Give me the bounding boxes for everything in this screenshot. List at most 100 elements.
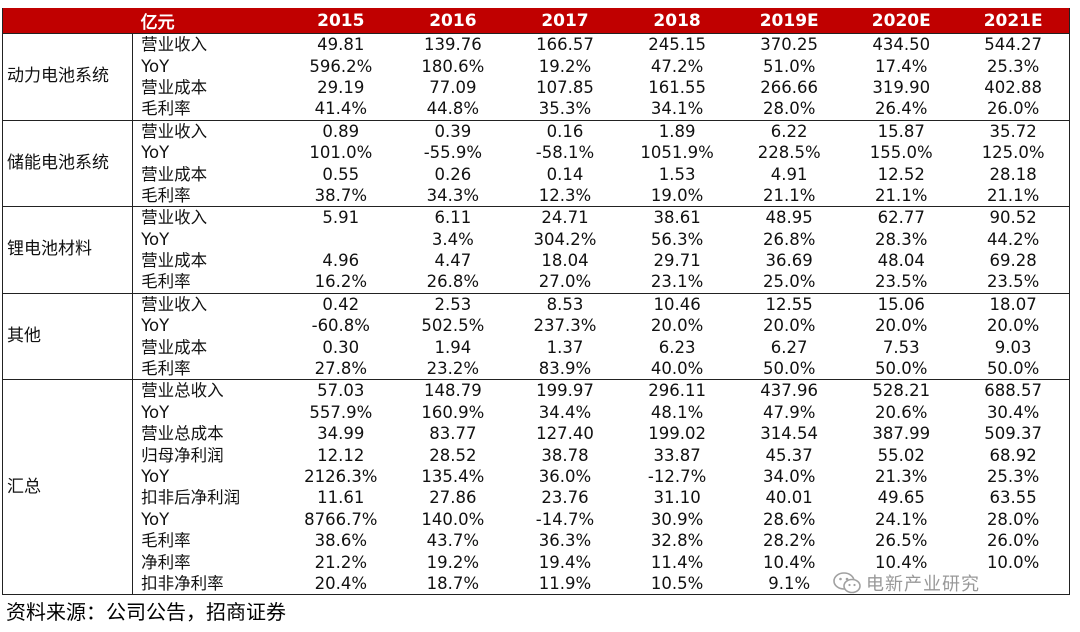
table-row: YoY -60.8% 502.5% 237.3% 20.0% 20.0% 20.0% 20.0… <box>3 315 1070 336</box>
value-cell: 35.3% <box>538 99 592 119</box>
table-row: 毛利率 16.2% 26.8% 27.0% 23.1% 25.0% 23.5% 23.5% <box>3 271 1070 293</box>
table-row: 毛利率 41.4% 44.8% 35.3% 34.1% 28.0% 26.4% 26.0% <box>3 98 1070 120</box>
value-cell: 8.53 <box>508 292 622 316</box>
value-cell: 24.71 <box>508 206 622 229</box>
value-cell: 199.02 <box>648 424 706 444</box>
value-cell: 30.9% <box>650 509 704 529</box>
value-cell: 11.4% <box>650 552 704 572</box>
value-cell: 21.1% <box>875 185 928 205</box>
value-cell: 161.55 <box>648 77 706 97</box>
table-row: YoY 101.0% -55.9% -58.1% 1051.9% 228.5% 155.0%… <box>3 142 1070 163</box>
value-cell: 107.85 <box>536 77 594 97</box>
metric-label: 营业总成本 <box>141 424 224 444</box>
value-cell: 48.95 <box>733 206 846 229</box>
value-cell: 23.2% <box>426 359 480 379</box>
value-cell: 17.4% <box>875 56 928 76</box>
metric-label: 毛利率 <box>141 185 191 205</box>
table-header-row: 亿元 2015 2016 2017 2018 2019E 2020E 2021E <box>2 8 1070 34</box>
metric-label: YoY <box>141 467 170 486</box>
value-cell: 48.1% <box>650 402 704 422</box>
header-year: 2021E <box>957 8 1070 34</box>
table-row: YoY 2126.3% 135.4% 36.0% -12.7% 34.0% 21.3% 25.… <box>3 466 1070 487</box>
header-year: 2018 <box>621 8 734 34</box>
value-cell: 19.0% <box>650 185 704 205</box>
value-cell: 23.5% <box>875 272 928 292</box>
value-cell: -55.9% <box>423 143 483 163</box>
value-cell: 19.4% <box>538 552 592 572</box>
value-cell: 49.81 <box>284 33 397 56</box>
value-cell: 83.77 <box>429 424 477 444</box>
financial-table-container: 亿元 2015 2016 2017 2018 2019E 2020E 2021E… <box>2 8 1070 596</box>
value-cell: 370.25 <box>733 33 846 56</box>
metric-label: YoY <box>141 402 170 422</box>
value-cell: 304.2% <box>533 229 597 249</box>
value-cell: 44.2% <box>986 229 1040 249</box>
value-cell: 319.90 <box>872 77 931 97</box>
value-cell: 21.1% <box>986 185 1040 205</box>
value-cell: 47.2% <box>650 56 704 76</box>
metric-label: 扣非净利率 <box>141 573 224 593</box>
value-cell: 23.76 <box>541 488 589 508</box>
value-cell: 434.50 <box>845 33 958 56</box>
value-cell <box>285 229 397 250</box>
value-cell: 15.87 <box>845 119 958 142</box>
financial-forecast-table: 亿元 2015 2016 2017 2018 2019E 2020E 2021E… <box>2 8 1070 596</box>
value-cell: 35.72 <box>957 119 1070 142</box>
value-cell: 10.5% <box>650 573 704 593</box>
value-cell: 9.1% <box>768 573 811 593</box>
value-cell: 27.86 <box>429 488 477 508</box>
value-cell: 20.0% <box>986 316 1040 336</box>
value-cell: 12.3% <box>538 185 592 205</box>
value-cell: 528.21 <box>845 379 958 402</box>
value-cell: 11.9% <box>538 573 592 593</box>
value-cell: 2.53 <box>396 292 509 316</box>
value-cell: 27.8% <box>314 359 367 379</box>
value-cell: 127.40 <box>536 424 594 444</box>
value-cell: 1.89 <box>621 119 734 142</box>
metric-label: 净利率 <box>141 552 191 572</box>
value-cell: 83.9% <box>538 359 592 379</box>
value-cell: 33.87 <box>653 445 701 465</box>
value-cell: 245.15 <box>621 33 734 56</box>
value-cell: 402.88 <box>984 77 1043 97</box>
metric-label: 归母净利润 <box>141 445 224 465</box>
value-cell: 26.0% <box>986 99 1040 119</box>
value-cell: 44.8% <box>426 99 480 119</box>
value-cell: 68.92 <box>989 445 1037 465</box>
value-cell: 38.6% <box>314 531 367 551</box>
value-cell: 18.04 <box>541 251 589 271</box>
value-cell: 16.2% <box>314 272 367 292</box>
metric-label: 营业收入 <box>132 206 285 229</box>
value-cell: 18.7% <box>426 573 480 593</box>
metric-label: YoY <box>141 509 170 529</box>
value-cell: 18.07 <box>957 292 1070 316</box>
value-cell: 140.0% <box>421 509 485 529</box>
value-cell: 36.0% <box>538 467 592 486</box>
value-cell: 28.52 <box>429 445 477 465</box>
table-row: 营业总成本 34.99 83.77 127.40 199.02 314.54 387.99 5… <box>3 423 1070 444</box>
value-cell: 38.78 <box>541 445 589 465</box>
value-cell: 50.0% <box>875 359 928 379</box>
value-cell: 28.0% <box>986 509 1040 529</box>
group-label: 储能电池系统 <box>2 119 134 207</box>
table-row: 储能电池系统 营业收入 0.89 0.39 0.16 1.89 6.22 15.87 35.72 <box>2 119 1070 207</box>
metric-label: 营业成本 <box>141 337 208 357</box>
value-cell: 26.8% <box>762 229 816 249</box>
value-cell: 0.16 <box>508 119 622 142</box>
group-label: 动力电池系统 <box>2 33 134 121</box>
value-cell: 25.0% <box>762 272 816 292</box>
value-cell: 26.8% <box>426 272 480 292</box>
value-cell: 49.65 <box>877 488 925 508</box>
value-cell: 596.2% <box>309 56 373 76</box>
value-cell: 10.0% <box>986 552 1040 572</box>
value-cell: 6.11 <box>396 206 509 229</box>
value-cell: 28.2% <box>762 531 816 551</box>
table-row: YoY 8766.7% 140.0% -14.7% 30.9% 28.6% 24.1% 28.… <box>3 509 1070 530</box>
value-cell: 1.53 <box>658 164 696 184</box>
value-cell: 199.97 <box>508 379 622 402</box>
value-cell: 4.47 <box>434 251 472 271</box>
table-row: 扣非净利率 20.4% 18.7% 11.9% 10.5% 9.1% <box>3 573 1070 595</box>
value-cell: 30.4% <box>986 402 1040 422</box>
value-cell: 166.57 <box>508 33 622 56</box>
value-cell: 12.12 <box>317 445 365 465</box>
